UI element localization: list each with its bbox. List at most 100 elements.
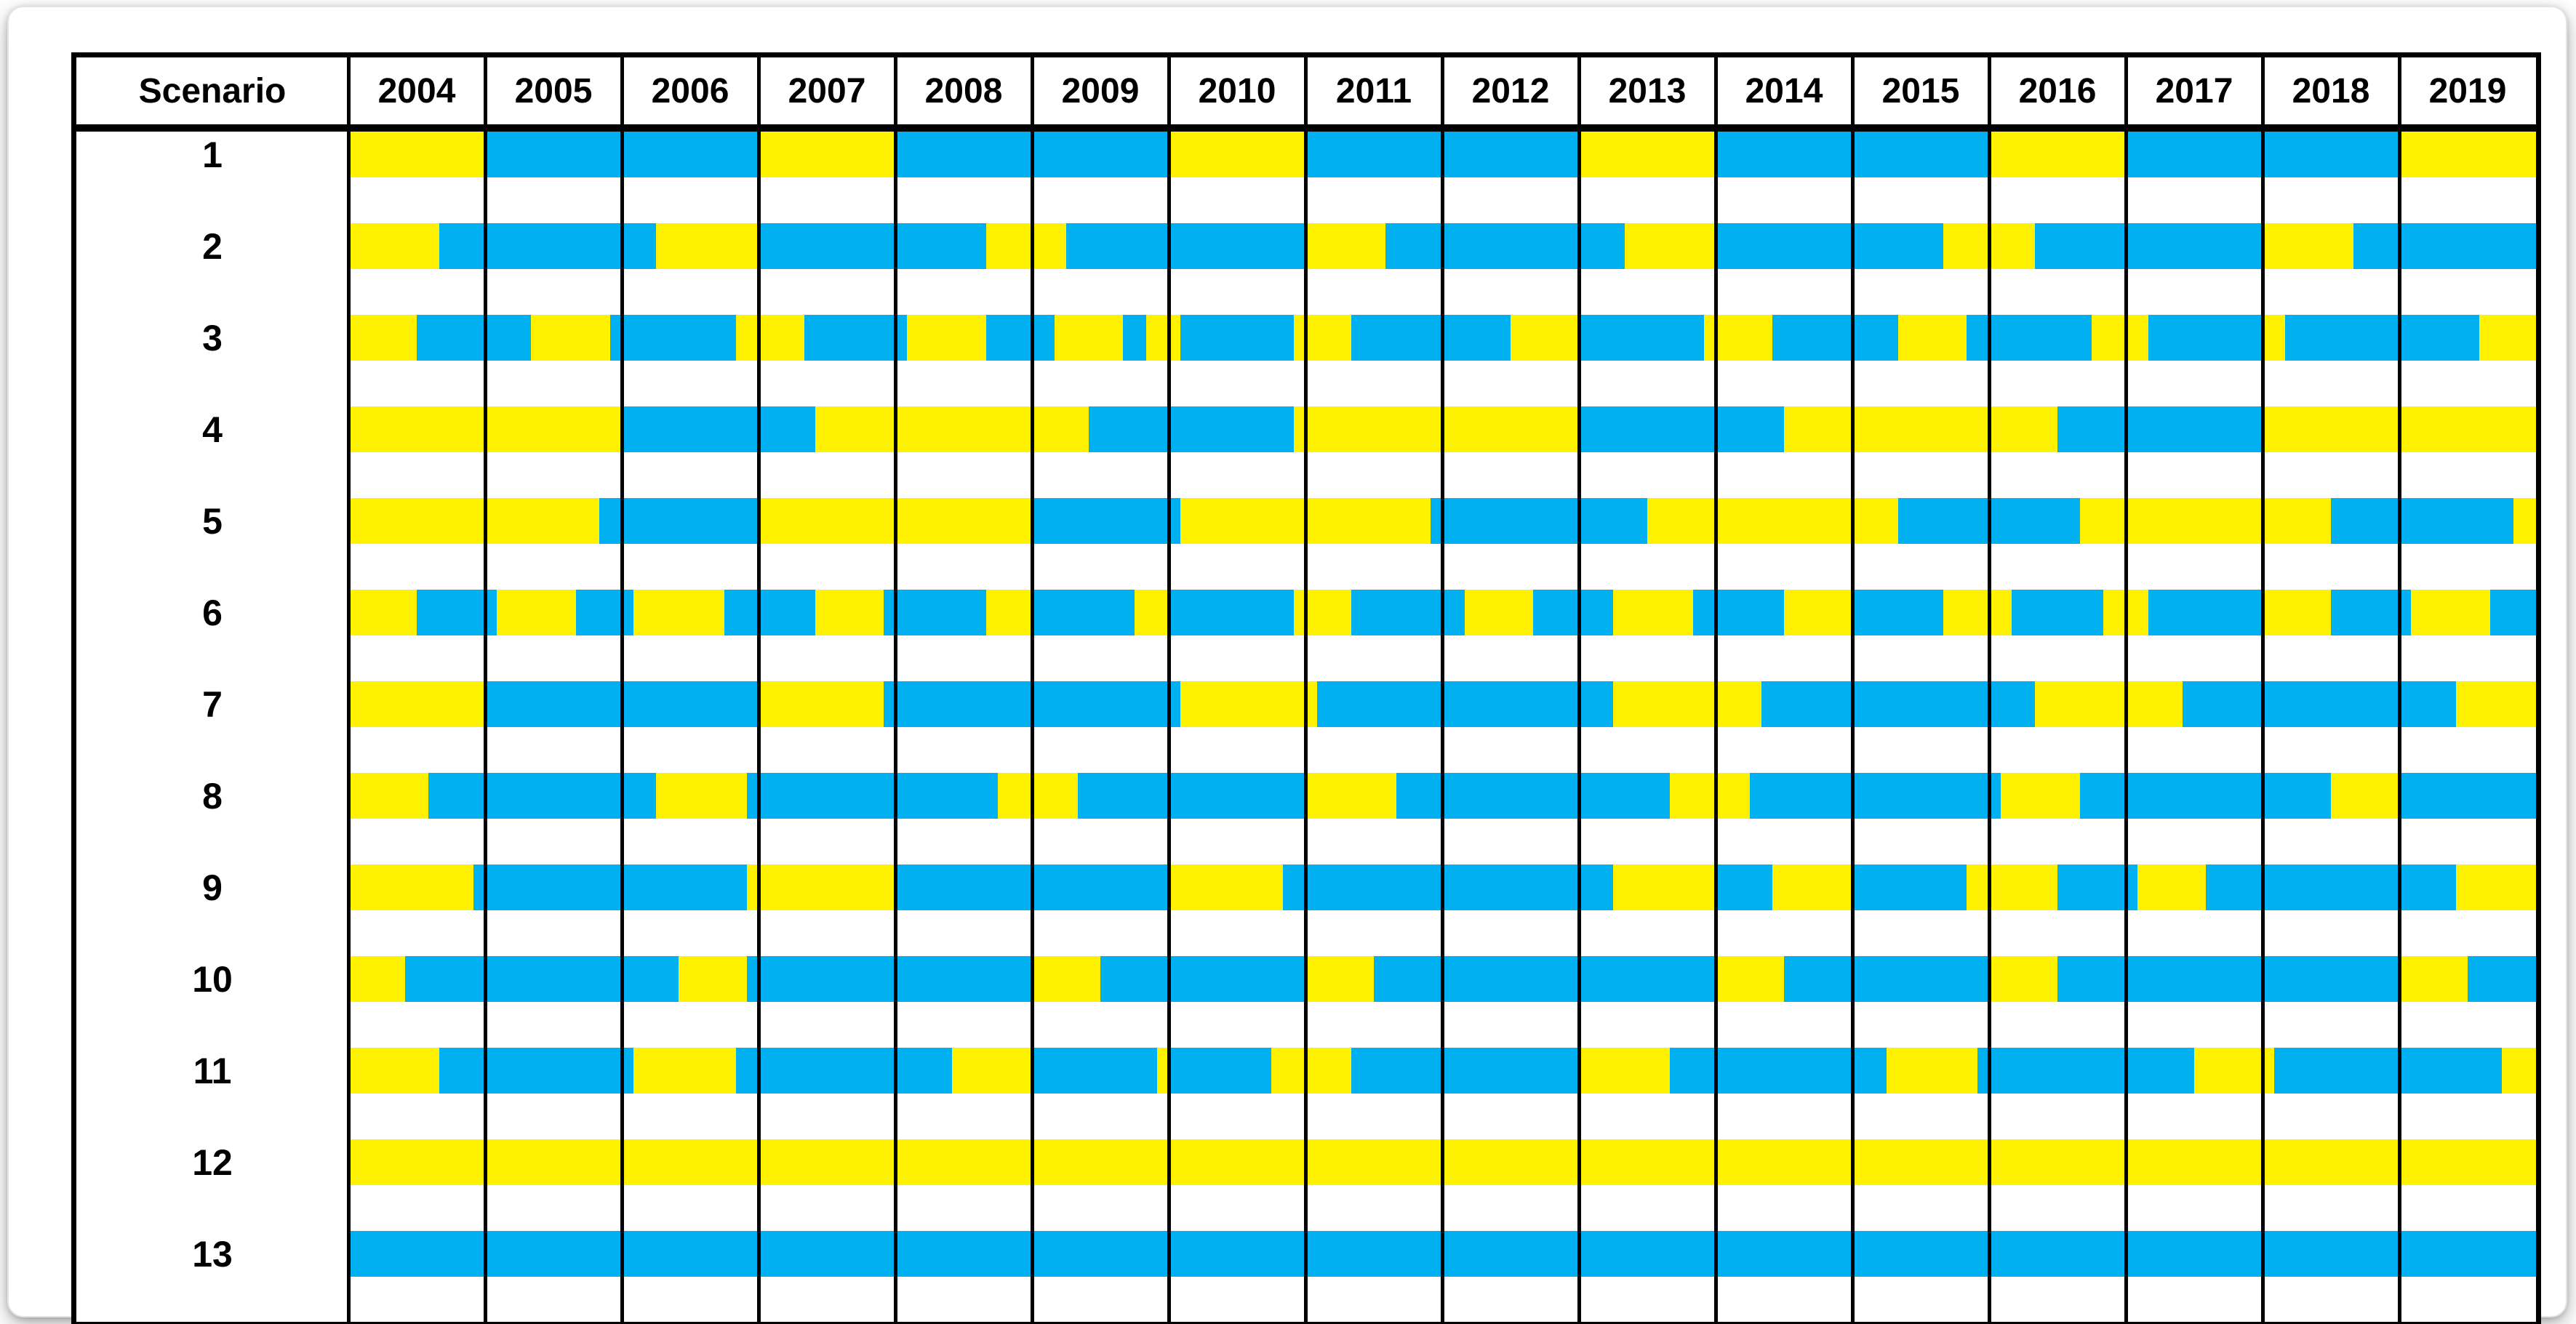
timeline-segment-yellow	[348, 773, 428, 819]
timeline-segment-yellow	[2000, 773, 2081, 819]
year-gridline-2006-2007	[756, 57, 761, 1322]
year-gridline-2014-2015	[1850, 57, 1855, 1322]
timeline-segment-blue	[2148, 590, 2263, 635]
scenario-row-label-9: 9	[202, 867, 223, 908]
timeline-segment-yellow	[1511, 315, 1579, 361]
timeline-segment-blue	[1533, 590, 1613, 635]
timeline-segment-yellow	[348, 681, 485, 727]
timeline-segment-yellow	[1294, 590, 1351, 635]
year-gridline-2009-2010	[1167, 57, 1171, 1322]
timeline-segment-blue	[1032, 1048, 1158, 1094]
timeline-segment-yellow	[1784, 590, 1852, 635]
year-header-2019: 2019	[2428, 71, 2507, 111]
timeline-segment-blue	[1066, 223, 1305, 269]
year-header-2005: 2005	[514, 71, 593, 111]
timeline-segment-blue	[1761, 681, 2035, 727]
timeline-segment-blue	[1579, 406, 1784, 452]
timeline-segment-yellow	[986, 223, 1066, 269]
timeline-segment-blue	[2057, 864, 2137, 910]
timeline-segment-blue	[2057, 406, 2263, 452]
scenario-row-label-3: 3	[202, 317, 223, 358]
timeline-segment-blue	[804, 315, 907, 361]
scenario-row-label-10: 10	[192, 958, 233, 1000]
timeline-segment-yellow	[2263, 223, 2354, 269]
timeline-segment-yellow	[633, 1048, 736, 1094]
year-gridline-2017-2018	[2260, 57, 2265, 1322]
scenario-row-label-5: 5	[202, 500, 223, 542]
timeline-segment-yellow	[496, 590, 577, 635]
timeline-segment-yellow	[1943, 590, 2012, 635]
timeline-segment-blue	[747, 956, 1032, 1002]
timeline-segment-yellow	[2080, 498, 2331, 544]
timeline-segment-blue	[1351, 1048, 1579, 1094]
year-header-2010: 2010	[1198, 71, 1276, 111]
timeline-segment-blue	[2399, 773, 2536, 819]
timeline-segment-blue	[2012, 590, 2103, 635]
timeline-segment-blue	[2080, 773, 2331, 819]
timeline-segment-yellow	[1784, 406, 2057, 452]
timeline-segment-yellow	[1305, 773, 1397, 819]
year-header-2017: 2017	[2155, 71, 2233, 111]
timeline-segment-blue	[2468, 956, 2536, 1002]
scenario-8-timeline-bar	[348, 773, 2536, 819]
timeline-segment-yellow	[633, 590, 724, 635]
timeline-segment-blue	[1579, 315, 1705, 361]
timeline-segment-blue	[1784, 956, 1989, 1002]
timeline-segment-blue	[1670, 1048, 1887, 1094]
year-gridline-2007-2008	[893, 57, 897, 1322]
timeline-segment-yellow	[1989, 956, 2057, 1002]
timeline-segment-yellow	[2194, 1048, 2274, 1094]
timeline-segment-yellow	[1294, 315, 1351, 361]
timeline-segment-yellow	[1613, 590, 1693, 635]
year-header-2007: 2007	[788, 71, 866, 111]
timeline-segment-blue	[2034, 223, 2263, 269]
timeline-segment-blue	[2353, 223, 2536, 269]
year-header-2004: 2004	[377, 71, 456, 111]
timeline-segment-blue	[417, 590, 497, 635]
timeline-segment-blue	[428, 773, 656, 819]
timeline-segment-blue	[473, 864, 748, 910]
timeline-segment-yellow	[2479, 315, 2536, 361]
timeline-segment-blue	[1374, 956, 1716, 1002]
timeline-segment-yellow	[815, 590, 884, 635]
timeline-segment-yellow	[1294, 406, 1579, 452]
scenario-column-header: Scenario	[138, 71, 287, 111]
year-gridline-2008-2009	[1030, 57, 1034, 1322]
year-header-2015: 2015	[1881, 71, 1960, 111]
timeline-segment-yellow	[348, 223, 440, 269]
timeline-segment-blue	[1396, 773, 1671, 819]
timeline-segment-yellow	[530, 315, 611, 361]
scenario-row-label-6: 6	[202, 592, 223, 633]
timeline-segment-blue	[1966, 315, 2092, 361]
timeline-segment-blue	[599, 498, 759, 544]
year-gridline-2011-2012	[1440, 57, 1444, 1322]
year-header-2006: 2006	[651, 71, 729, 111]
scenario-6-timeline-bar	[348, 590, 2536, 635]
timeline-segment-blue	[405, 956, 679, 1002]
timeline-segment-blue	[1123, 315, 1146, 361]
timeline-segment-blue	[2285, 315, 2479, 361]
timeline-segment-blue	[1316, 681, 1613, 727]
scenario-row-label-1: 1	[202, 134, 223, 175]
timeline-segment-yellow	[1305, 223, 1385, 269]
timeline-segment-yellow	[348, 498, 599, 544]
timeline-segment-blue	[1852, 590, 1944, 635]
timeline-segment-yellow	[1647, 498, 1898, 544]
timeline-segment-blue	[1716, 864, 1773, 910]
timeline-segment-blue	[1282, 864, 1613, 910]
timeline-segment-blue	[2331, 590, 2411, 635]
timeline-segment-yellow	[2399, 132, 2536, 177]
timeline-segment-blue	[1180, 315, 1295, 361]
timeline-segment-blue	[1750, 773, 2001, 819]
timeline-segment-blue	[1032, 498, 1180, 544]
timeline-segment-yellow	[759, 132, 895, 177]
timeline-segment-yellow	[656, 223, 759, 269]
timeline-segment-blue	[1977, 1048, 2194, 1094]
year-header-2018: 2018	[2292, 71, 2370, 111]
timeline-segment-blue	[986, 315, 1055, 361]
timeline-segment-yellow	[679, 956, 748, 1002]
year-header-2016: 2016	[2018, 71, 2097, 111]
scenario-2-timeline-bar	[348, 223, 2536, 269]
scenario-row-label-8: 8	[202, 775, 223, 817]
timeline-segment-blue	[417, 315, 531, 361]
